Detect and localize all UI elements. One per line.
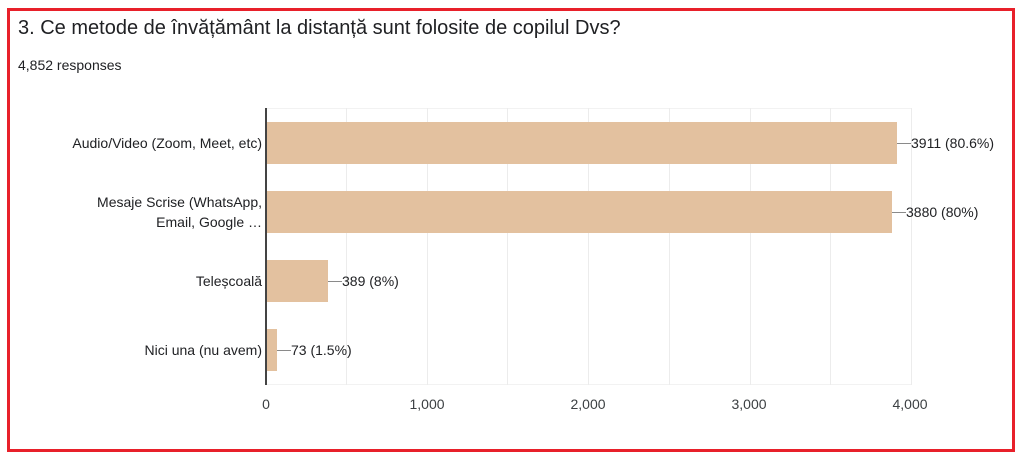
- bar-chart-plot: 3911 (80.6%) 3880 (80%) 389 (8%) 73 (1.5…: [265, 108, 994, 385]
- gridline: [830, 108, 831, 385]
- bar-audio-video[interactable]: [266, 122, 897, 164]
- gridline: [346, 108, 347, 385]
- gridline: [911, 108, 912, 385]
- data-label-leader: [892, 212, 906, 213]
- data-label: 3880 (80%): [906, 204, 979, 220]
- gridline: [750, 108, 751, 385]
- question-title: 3. Ce metode de învățământ la distanță s…: [18, 17, 621, 39]
- y-axis-line: [265, 108, 267, 385]
- highlight-frame: [7, 8, 1015, 452]
- gridline: [669, 108, 670, 385]
- category-label: Teleșcoală: [196, 271, 262, 291]
- category-label-line: Nici una (nu avem): [144, 342, 263, 358]
- gridline: [427, 108, 428, 385]
- bar-telescoala[interactable]: [266, 260, 328, 302]
- x-tick-label: 4,000: [892, 396, 928, 412]
- data-label-leader: [897, 143, 911, 144]
- data-label: 3911 (80.6%): [911, 135, 995, 151]
- category-label: Audio/Video (Zoom, Meet, etc): [72, 133, 262, 153]
- category-label: Nici una (nu avem): [145, 340, 263, 360]
- data-label: 389 (8%): [342, 273, 399, 289]
- x-tick-label: 1,000: [409, 396, 445, 412]
- x-tick-label: 3,000: [731, 396, 767, 412]
- category-label-line: Mesaje Scrise (WhatsApp,: [97, 194, 262, 210]
- category-label: Mesaje Scrise (WhatsApp, Email, Google …: [97, 192, 262, 232]
- category-label-line: Email, Google …: [156, 214, 262, 230]
- gridline: [588, 108, 589, 385]
- x-tick-label: 0: [262, 396, 270, 412]
- response-count: 4,852 responses: [18, 57, 122, 73]
- x-tick-label: 2,000: [570, 396, 606, 412]
- data-label-leader: [277, 350, 291, 351]
- category-label-line: Audio/Video (Zoom, Meet, etc): [72, 135, 262, 151]
- bar-mesaje-scrise[interactable]: [266, 191, 892, 233]
- data-label-leader: [328, 281, 342, 282]
- bar-nici-una[interactable]: [266, 329, 277, 371]
- data-label: 73 (1.5%): [291, 342, 352, 358]
- gridline: [507, 108, 508, 385]
- category-label-line: Teleșcoală: [195, 273, 262, 289]
